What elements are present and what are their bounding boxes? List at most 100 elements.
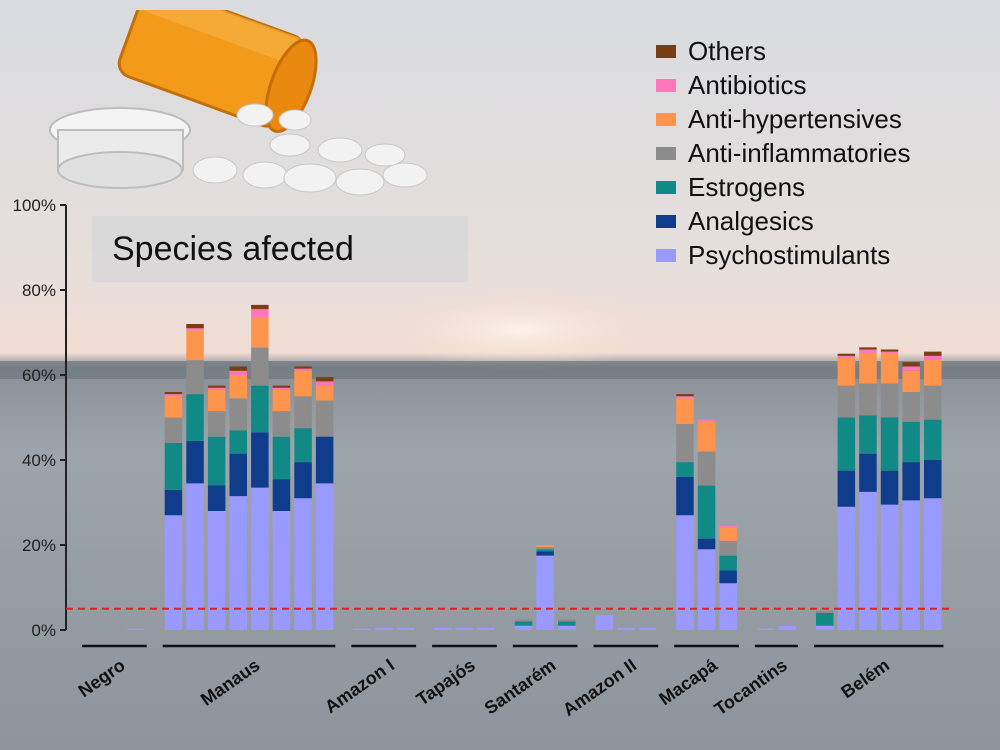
bar-segment-anti-hypertensives (251, 317, 269, 348)
bar-segment-estrogens (859, 415, 877, 454)
bar-segment-antibiotics (902, 366, 920, 371)
bar-segment-others (859, 347, 877, 350)
bar-segment-anti-hypertensives (294, 370, 312, 397)
bar-segment-anti-inflammatories (859, 383, 877, 416)
bar-segment-psychostimulants (880, 504, 899, 630)
bar-segment-analgesics (207, 485, 226, 511)
bar-segment-anti-hypertensives (229, 375, 247, 399)
bar-segment-others (315, 377, 334, 382)
legend-item: Analgesics (656, 204, 986, 238)
bar-segment-anti-hypertensives (859, 353, 877, 384)
bar-segment-anti-inflammatories (816, 610, 834, 613)
bar-segment-anti-hypertensives (164, 396, 183, 418)
legend-item: Others (656, 34, 986, 68)
legend-item: Antibiotics (656, 68, 986, 102)
bar-segment-analgesics (697, 538, 716, 550)
bar-segment-psychostimulants (719, 583, 737, 630)
bar-segment-psychostimulants (778, 625, 796, 630)
bar-segment-anti-inflammatories (186, 360, 204, 395)
bar-segment-anti-inflammatories (315, 400, 334, 437)
bar-segment-antibiotics (229, 370, 247, 375)
bar-segment-anti-inflammatories (924, 385, 942, 420)
sun-glow (380, 290, 660, 370)
bar-segment-antibiotics (186, 328, 204, 331)
bar-segment-psychostimulants (207, 511, 226, 630)
bar-segment-estrogens (676, 462, 694, 477)
bar-segment-anti-hypertensives (207, 389, 226, 412)
bar-segment-estrogens (251, 385, 269, 433)
bar-segment-analgesics (251, 432, 269, 488)
bar-segment-anti-hypertensives (837, 358, 856, 386)
legend-item: Estrogens (656, 170, 986, 204)
bar-segment-anti-inflammatories (229, 398, 247, 431)
legend-label: Estrogens (688, 171, 806, 202)
bar-segment-estrogens (186, 394, 204, 441)
legend-label: Psychostimulants (688, 239, 891, 270)
bar-segment-estrogens (719, 555, 737, 571)
legend-label: Analgesics (688, 205, 814, 236)
bar-segment-anti-hypertensives (902, 370, 920, 392)
bar-segment-psychostimulants (455, 627, 474, 630)
bar-segment-others (902, 362, 920, 367)
bar-segment-others (880, 349, 899, 352)
bar-segment-psychostimulants (902, 500, 920, 630)
bar-segment-analgesics (902, 462, 920, 501)
bar-segment-psychostimulants (294, 498, 312, 630)
bar-segment-anti-inflammatories (902, 392, 920, 422)
bar-segment-psychostimulants (536, 555, 554, 630)
bar-segment-psychostimulants (229, 496, 247, 630)
bar-segment-antibiotics (719, 525, 737, 528)
bar-segment-psychostimulants (396, 627, 415, 630)
bar-segment-antibiotics (859, 349, 877, 354)
bar-segment-antibiotics (207, 387, 226, 390)
bar-segment-psychostimulants (676, 515, 694, 630)
bar-segment-estrogens (514, 621, 533, 626)
bar-segment-others (207, 385, 226, 388)
bar-segment-estrogens (902, 421, 920, 463)
bar-segment-others (924, 351, 942, 356)
bar-segment-others (837, 353, 856, 356)
bar-segment-antibiotics (251, 309, 269, 318)
legend-swatch (656, 78, 676, 92)
bar-segment-psychostimulants (617, 627, 635, 630)
bar-segment-anti-inflammatories (697, 451, 716, 486)
bar-segment-others (186, 324, 204, 329)
legend-label: Antibiotics (688, 69, 807, 100)
bar-segment-anti-hypertensives (536, 545, 554, 548)
bar-segment-analgesics (880, 470, 899, 505)
bar-segment-anti-inflammatories (251, 347, 269, 386)
bar-segment-anti-inflammatories (880, 383, 899, 418)
bar-segment-estrogens (837, 417, 856, 471)
y-tick-label: 0% (31, 621, 56, 640)
bar-segment-anti-inflammatories (837, 385, 856, 418)
bar-segment-antibiotics (315, 381, 334, 386)
legend-item: Anti-hypertensives (656, 102, 986, 136)
bar-segment-psychostimulants (756, 628, 775, 630)
bar-segment-antibiotics (164, 394, 183, 397)
bar-segment-estrogens (697, 485, 716, 539)
bar-segment-antibiotics (924, 355, 942, 361)
bar-segment-anti-inflammatories (536, 547, 554, 550)
bar-segment-psychostimulants (375, 627, 393, 630)
legend-swatch (656, 112, 676, 126)
bar-segment-others (294, 366, 312, 369)
bar-segment-psychostimulants (164, 515, 183, 630)
bar-segment-psychostimulants (127, 628, 145, 630)
bar-segment-psychostimulants (186, 483, 204, 630)
bar-segment-estrogens (880, 417, 899, 471)
bar-segment-psychostimulants (251, 487, 269, 630)
bar-segment-anti-hypertensives (272, 389, 291, 412)
bar-segment-others (272, 385, 291, 388)
bar-segment-psychostimulants (638, 627, 657, 630)
bar-segment-antibiotics (697, 419, 716, 422)
bar-segment-analgesics (229, 453, 247, 497)
bar-segment-estrogens (924, 419, 942, 460)
bar-segment-psychostimulants (477, 627, 495, 630)
bar-segment-anti-inflammatories (294, 396, 312, 429)
bar-segment-psychostimulants (697, 549, 716, 630)
chart-title: Species afected (112, 230, 354, 268)
treeline (0, 361, 1000, 379)
bar-segment-others (229, 366, 247, 371)
bar-segment-anti-inflammatories (558, 619, 576, 622)
